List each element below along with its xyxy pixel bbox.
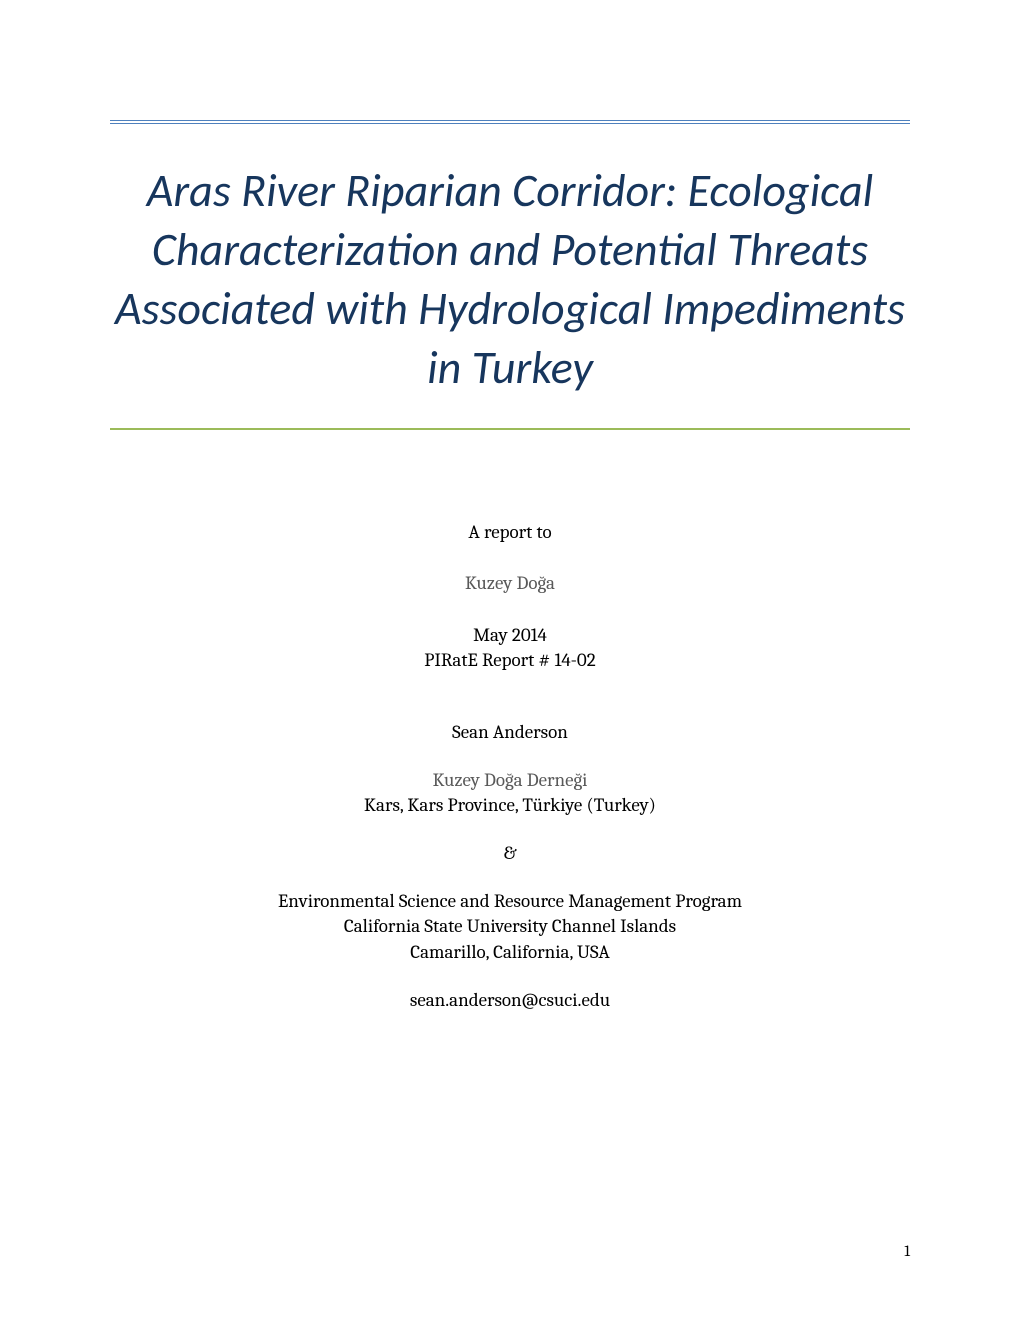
affiliation-1-org: Kuzey Doğa Derneği [110,768,910,794]
bottom-horizontal-rule [110,428,910,430]
affiliation-1-location: Kars, Kars Province, Türkiye (Turkey) [110,793,910,819]
report-date: May 2014 [110,623,910,649]
recipient-name: Kuzey Doğa [110,571,910,597]
affiliation-2-line-3: Camarillo, California, USA [110,940,910,966]
ampersand-separator: & [110,841,910,867]
author-email: sean.anderson@csuci.edu [110,988,910,1014]
metadata-block: A report to Kuzey Doğa May 2014 PIRatE R… [110,520,910,1014]
report-number: PIRatE Report # 14-02 [110,648,910,674]
affiliation-2-line-2: California State University Channel Isla… [110,914,910,940]
page-number: 1 [904,1242,910,1260]
top-horizontal-rule [110,120,910,124]
author-name: Sean Anderson [110,720,910,746]
report-to-label: A report to [110,520,910,546]
document-title: Aras River Riparian Corridor: Ecological… [110,162,910,398]
affiliation-2-line-1: Environmental Science and Resource Manag… [110,889,910,915]
